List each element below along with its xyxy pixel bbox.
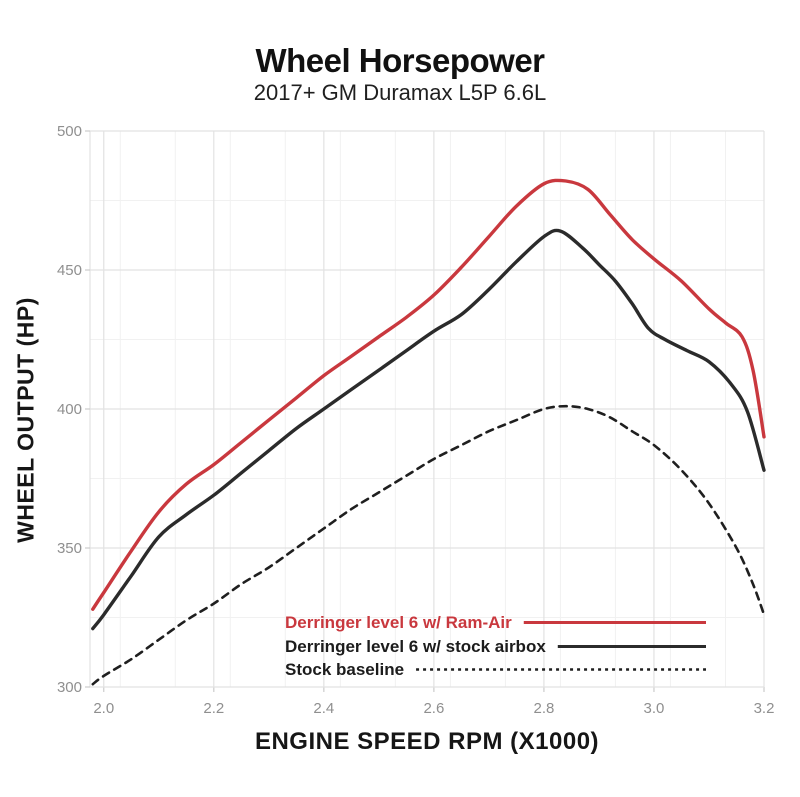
legend-item-derringer-ram-air: Derringer level 6 w/ Ram-Air [285, 613, 706, 632]
legend-label-derringer-ram-air: Derringer level 6 w/ Ram-Air [285, 613, 512, 632]
series-line-derringer-stock-airbox [91, 228, 766, 631]
legend-item-stock-baseline: Stock baseline [285, 660, 706, 679]
y-tick-label: 300 [57, 679, 82, 696]
x-tick-label: 2.2 [203, 700, 224, 717]
y-axis-label-text: WHEEL OUTPUT (HP) [12, 297, 39, 543]
legend-label-stock-baseline: Stock baseline [285, 660, 404, 679]
x-tick-label: 2.6 [423, 700, 444, 717]
series-line-derringer-ram-air [91, 178, 766, 611]
legend-label-derringer-stock-airbox: Derringer level 6 w/ stock airbox [285, 637, 546, 656]
chart-title: Wheel Horsepower [255, 42, 545, 79]
series-line-stock-baseline [91, 404, 766, 686]
x-tick-label: 2.8 [533, 700, 554, 717]
grid-major [85, 130, 765, 692]
y-tick-label: 350 [57, 540, 82, 557]
x-axis-label: ENGINE SPEED RPM (X1000) [254, 728, 600, 755]
y-tick-label: 450 [57, 262, 82, 279]
y-tick-label: 500 [57, 123, 82, 140]
x-tick-label: 3.0 [644, 700, 665, 717]
legend-item-derringer-stock-airbox: Derringer level 6 w/ stock airbox [285, 637, 706, 656]
y-tick-label: 400 [57, 401, 82, 418]
chart-subtitle: 2017+ GM Duramax L5P 6.6L [253, 80, 547, 105]
x-tick-label: 2.0 [93, 700, 114, 717]
x-tick-label: 3.2 [754, 700, 775, 717]
x-tick-label: 2.4 [313, 700, 334, 717]
legend: Derringer level 6 w/ Ram-Air Derringer le… [285, 613, 706, 679]
